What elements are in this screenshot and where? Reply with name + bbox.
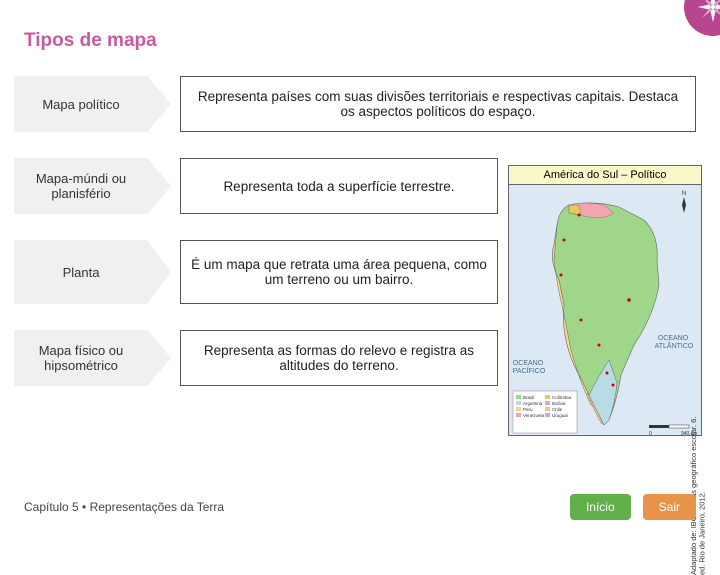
map-title: América do Sul – Político [508,165,702,184]
svg-text:Chile: Chile [552,407,563,412]
chapter-label: Capítulo 5 • Representações da Terra [24,500,224,514]
arrow-label-mundi: Mapa-múndi ou planisfério [0,158,148,214]
ocean-label-pacific: OCEANO PACÍFICO [513,360,546,375]
arrow-label-politico: Mapa político [0,76,148,132]
svg-text:Argentina: Argentina [523,401,543,406]
footer: Capítulo 5 • Representações da Terra Iní… [24,494,696,520]
map-type-row: Mapa político Representa países com suas… [0,76,720,132]
label-text: Mapa político [14,76,148,132]
start-button[interactable]: Início [570,494,631,520]
svg-text:Peru: Peru [523,407,533,412]
svg-text:Brasil: Brasil [523,395,534,400]
description-planta: É um mapa que retrata uma área pequena, … [180,240,498,304]
label-text: Mapa-múndi ou planisfério [14,158,148,214]
exit-button[interactable]: Sair [643,494,696,520]
map-panel: América do Sul – Político [508,165,702,436]
south-america-map: OCEANO PACÍFICO OCEANO ATLÂNTICO Brasil … [508,184,702,436]
label-text: Planta [14,240,148,304]
description-mundi: Representa toda a superfície terrestre. [180,158,498,214]
description-politico: Representa países com suas divisões terr… [180,76,696,132]
svg-text:0: 0 [649,431,652,436]
svg-text:N: N [682,191,686,197]
svg-text:Bolívia: Bolívia [552,401,566,406]
label-text: Mapa físico ou hipsométrico [14,330,148,386]
svg-text:Colômbia: Colômbia [552,395,572,400]
svg-text:Venezuela: Venezuela [523,413,545,418]
description-fisico: Representa as formas do relevo e registr… [180,330,498,386]
svg-text:Uruguai: Uruguai [552,413,568,418]
ocean-label-atlantic: OCEANO ATLÂNTICO [655,335,694,350]
arrow-label-planta: Planta [0,240,148,304]
arrow-label-fisico: Mapa físico ou hipsométrico [0,330,148,386]
page-title: Tipos de mapa [0,0,720,76]
